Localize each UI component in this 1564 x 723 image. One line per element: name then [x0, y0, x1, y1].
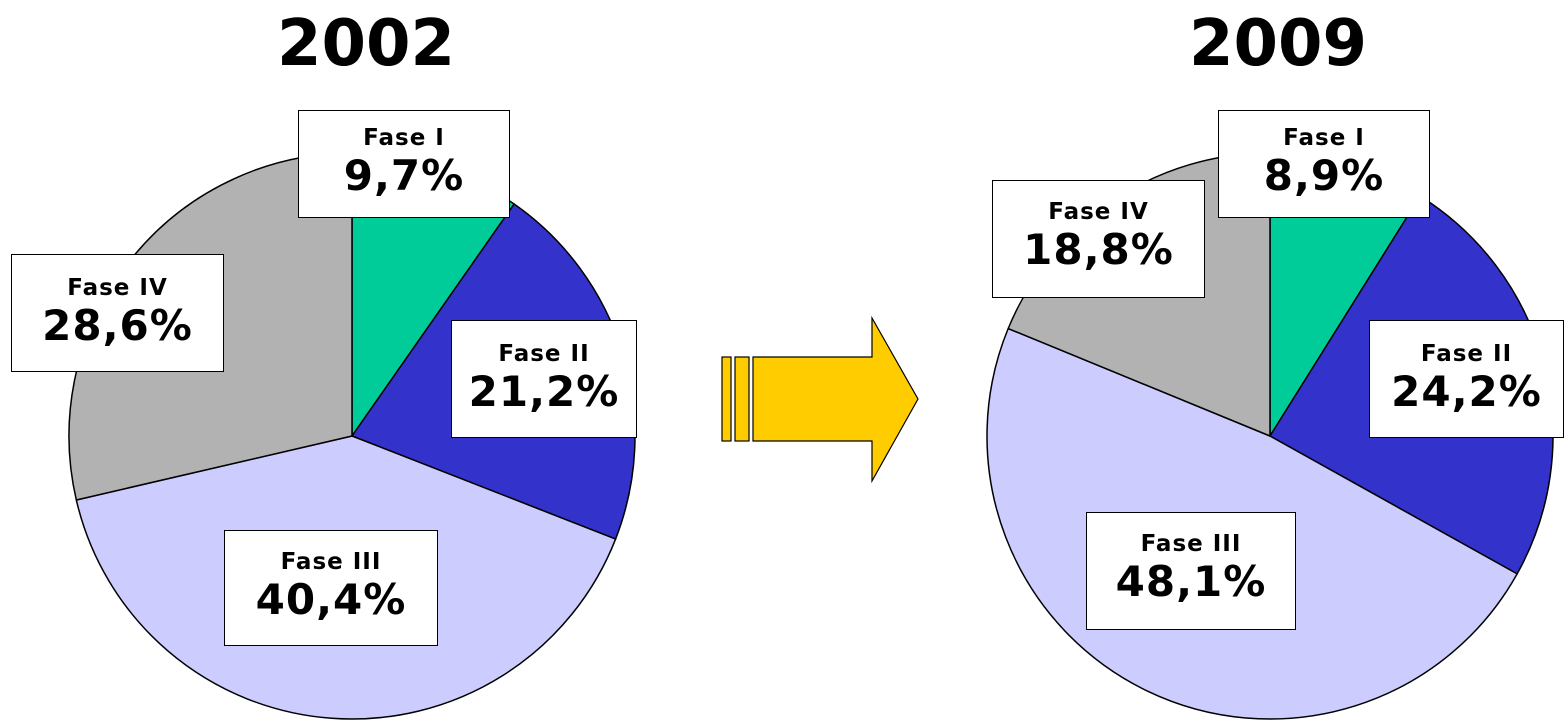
arrow-stripe-1 — [721, 356, 732, 442]
slice-name: Fase IV — [1048, 199, 1149, 225]
chart-title-2002: 2002 — [276, 7, 456, 81]
slice-value: 8,9% — [1263, 151, 1385, 200]
slice-name: Fase I — [1283, 125, 1365, 151]
slice-label-fase-ii-2009: Fase II 24,2% — [1369, 320, 1564, 438]
slice-label-fase-iii-2002: Fase III 40,4% — [224, 530, 438, 646]
slice-label-fase-iv-2009: Fase IV 18,8% — [992, 180, 1205, 298]
slice-value: 48,1% — [1115, 557, 1267, 606]
slice-name: Fase IV — [67, 275, 168, 301]
slice-label-fase-iii-2009: Fase III 48,1% — [1086, 512, 1296, 630]
slice-value: 24,2% — [1391, 367, 1542, 416]
arrow-body — [752, 315, 919, 484]
slice-value: 18,8% — [1023, 225, 1174, 274]
slice-value: 21,2% — [468, 367, 620, 416]
slice-value: 28,6% — [42, 301, 193, 350]
slice-value: 40,4% — [255, 575, 407, 624]
slice-label-fase-iv-2002: Fase IV 28,6% — [11, 254, 224, 372]
slice-name: Fase III — [280, 549, 382, 575]
arrow-stripe-2 — [734, 356, 750, 442]
slice-label-fase-i-2002: Fase I 9,7% — [298, 110, 510, 218]
chart-title-2009: 2009 — [1188, 7, 1368, 81]
slice-name: Fase III — [1140, 531, 1242, 557]
slice-name: Fase I — [363, 125, 445, 151]
slice-value: 9,7% — [343, 151, 465, 200]
slice-label-fase-i-2009: Fase I 8,9% — [1218, 110, 1430, 218]
slice-name: Fase II — [498, 341, 590, 367]
right-arrow-icon — [721, 315, 919, 484]
slice-name: Fase II — [1420, 341, 1513, 367]
slice-label-fase-ii-2002: Fase II 21,2% — [451, 320, 637, 438]
